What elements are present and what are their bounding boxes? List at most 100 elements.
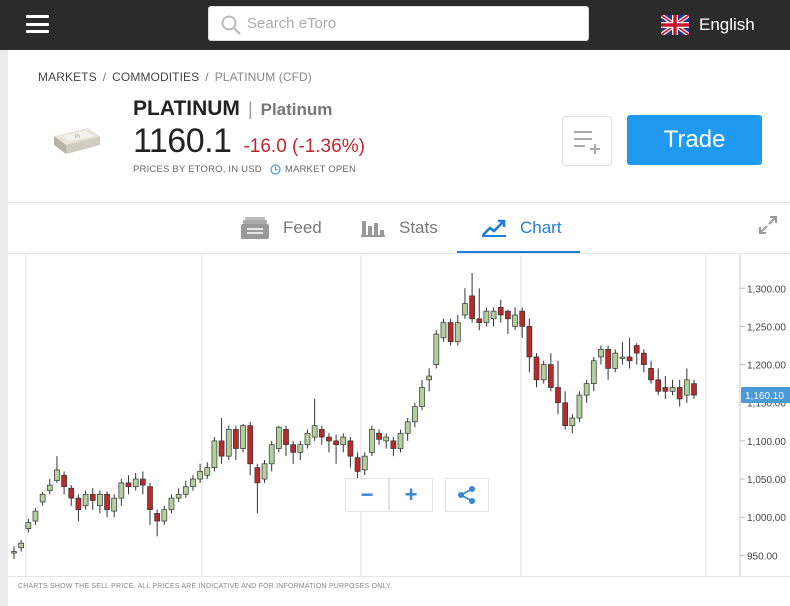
current-price-label: 1,160.10 <box>745 391 784 402</box>
y-tick-label: 1,300.00 <box>747 284 786 295</box>
market-status: MARKET OPEN <box>284 164 357 175</box>
candle-body <box>648 368 654 381</box>
candle-body <box>326 436 332 442</box>
candle-body <box>576 394 583 419</box>
candle-body <box>605 348 611 369</box>
candle-body <box>54 469 60 481</box>
candle-body <box>311 425 318 438</box>
search-input[interactable] <box>247 7 577 40</box>
candle-body <box>247 425 254 465</box>
candle-body <box>297 444 304 453</box>
candle-body <box>139 478 146 486</box>
candle-body <box>225 429 232 457</box>
zoom-out-button[interactable]: − <box>345 478 389 512</box>
candle-body <box>147 486 153 510</box>
candle-body <box>462 303 468 316</box>
candle-body <box>240 425 246 449</box>
candle-body <box>390 440 397 449</box>
language-selector[interactable]: English <box>661 14 755 36</box>
candle-body <box>261 463 268 480</box>
candle-body <box>397 432 404 449</box>
candle-body <box>633 345 640 354</box>
candle-body <box>290 444 297 453</box>
candle-body <box>75 497 82 510</box>
candle-body <box>46 484 53 491</box>
tab-bar: Feed Stats Chart <box>8 203 790 254</box>
breadcrumb-commodities[interactable]: COMMODITIES <box>112 70 200 84</box>
candle-body <box>161 509 168 522</box>
candle-body <box>104 493 110 510</box>
candle-body <box>318 429 325 438</box>
svg-text:Pt: Pt <box>75 134 80 140</box>
candle-body <box>254 467 261 484</box>
zoom-in-button[interactable]: + <box>389 478 433 512</box>
candle-body <box>190 478 196 488</box>
candle-body <box>533 356 540 381</box>
y-tick-label: 1,150.00 <box>747 399 786 410</box>
tab-feed-label: Feed <box>283 218 322 237</box>
uk-flag-icon <box>661 15 689 35</box>
candle-body <box>419 387 425 407</box>
instrument-card: MARKETS / COMMODITIES / PLATINUM (CFD) Pt PL… <box>8 50 790 606</box>
platinum-bar-icon: Pt <box>54 128 100 154</box>
divider <box>8 202 790 203</box>
candle-body <box>197 471 203 480</box>
price-source: PRICES BY ETORO, IN USD <box>133 164 262 175</box>
candle-body <box>433 333 440 365</box>
candle-body <box>512 314 518 327</box>
candle-body <box>68 487 75 499</box>
y-tick-label: 1,050.00 <box>747 475 786 486</box>
candle-body <box>476 318 483 323</box>
candle-body <box>662 387 669 392</box>
candle-body <box>275 426 282 449</box>
y-tick-label: 1,250.00 <box>747 322 786 333</box>
candle-body <box>32 510 39 522</box>
tab-chart-label: Chart <box>520 218 562 237</box>
candle-body <box>18 542 25 549</box>
candle-body <box>204 467 211 476</box>
candle-body <box>562 402 569 426</box>
add-to-watchlist-button[interactable] <box>562 116 612 166</box>
language-label: English <box>699 15 755 34</box>
candle-body <box>97 493 103 507</box>
candle-body <box>11 551 17 554</box>
top-bar: English <box>0 0 790 50</box>
tab-stats-label: Stats <box>399 218 438 237</box>
left-gutter <box>0 50 8 606</box>
menu-icon[interactable] <box>26 15 49 33</box>
candle-body <box>655 379 662 392</box>
feed-icon <box>241 217 269 239</box>
candle-body <box>132 478 139 488</box>
candle-body <box>583 383 590 396</box>
price-chart[interactable]: 950.001,000.001,050.001,100.001,150.001,… <box>8 50 790 576</box>
candle-body <box>125 482 132 488</box>
tab-feed[interactable]: Feed <box>241 203 322 253</box>
candle-body <box>369 429 375 453</box>
disclaimer: CHARTS SHOW THE SELL PRICE. ALL PRICES A… <box>18 583 393 590</box>
candle-body <box>426 375 433 381</box>
candle-body <box>626 356 633 362</box>
clock-icon <box>270 164 281 175</box>
candle-body <box>333 440 339 446</box>
share-icon <box>458 486 475 504</box>
zoom-controls: − + <box>345 478 433 512</box>
candle-body <box>505 310 511 320</box>
candle-body <box>526 326 533 358</box>
breadcrumb-markets[interactable]: MARKETS <box>38 70 97 84</box>
candle-body <box>404 421 411 434</box>
candle-body <box>490 310 497 320</box>
y-tick-label: 1,000.00 <box>747 513 786 524</box>
tab-stats[interactable]: Stats <box>361 203 438 253</box>
candle-body <box>383 436 390 442</box>
fullscreen-icon[interactable] <box>758 215 778 235</box>
trade-button[interactable]: Trade <box>627 115 762 165</box>
candle-body <box>497 306 504 316</box>
tab-chart[interactable]: Chart <box>482 203 562 253</box>
candle-body <box>483 310 490 323</box>
candle-body <box>233 429 239 449</box>
candle-body <box>82 493 89 507</box>
candle-body <box>619 356 626 359</box>
search-icon <box>221 15 241 35</box>
search-box[interactable] <box>208 6 589 41</box>
share-button[interactable] <box>445 478 489 512</box>
